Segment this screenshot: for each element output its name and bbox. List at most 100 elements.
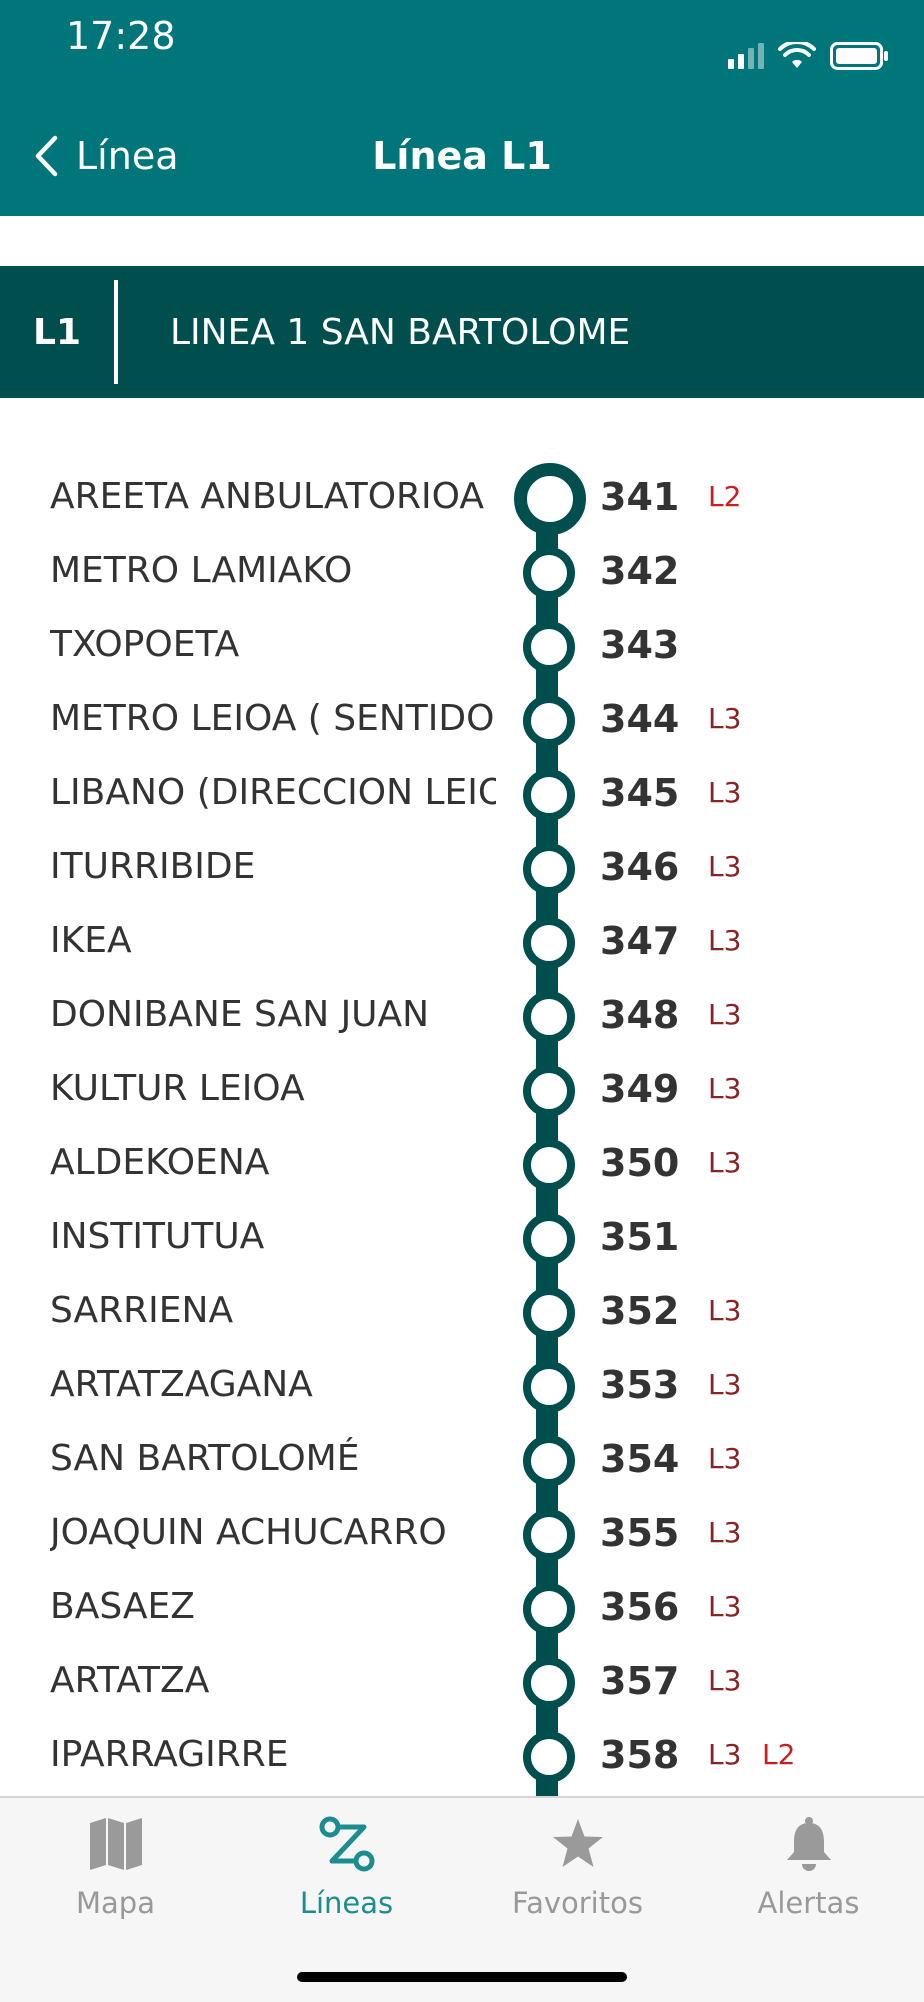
- stop-row[interactable]: ALDEKOENA 350 L3: [0, 1126, 924, 1200]
- stop-code: 348: [600, 993, 680, 1037]
- stop-marker-icon: [523, 1139, 575, 1191]
- connection-badge: L2: [762, 1738, 796, 1771]
- stop-row[interactable]: IKEA 347 L3: [0, 904, 924, 978]
- signal-icon: [728, 43, 764, 69]
- stop-row[interactable]: METRO LEIOA ( SENTIDO 344 L3: [0, 682, 924, 756]
- stop-code: 342: [600, 549, 680, 593]
- stop-name: IKEA: [50, 920, 132, 961]
- stop-marker-icon: [523, 1065, 575, 1117]
- stop-name: LIBANO (DIRECCION LEIOA: [50, 772, 496, 813]
- stop-code: 356: [600, 1585, 680, 1629]
- line-code: L1: [33, 311, 81, 353]
- stop-marker-icon: [523, 1731, 575, 1783]
- stop-marker-icon: [523, 769, 575, 821]
- tab-label: Alertas: [757, 1886, 860, 1920]
- stop-marker-icon: [523, 1435, 575, 1487]
- chevron-left-icon: [35, 135, 58, 177]
- connection-badge: L3: [708, 1442, 742, 1475]
- stop-marker-icon: [523, 1509, 575, 1561]
- stop-row[interactable]: IPARRAGIRRE 358 L3 L2: [0, 1718, 924, 1792]
- stop-code: 346: [600, 845, 680, 889]
- line-divider: [114, 280, 118, 384]
- stop-name: KULTUR LEIOA: [50, 1068, 305, 1109]
- tab-label: Favoritos: [512, 1886, 643, 1920]
- stop-marker-icon: [523, 917, 575, 969]
- status-time: 17:28: [66, 14, 176, 58]
- stop-name: METRO LEIOA ( SENTIDO: [50, 698, 495, 739]
- app-header: 17:28 Línea Línea L1: [0, 0, 924, 216]
- stop-name: DONIBANE SAN JUAN: [50, 994, 430, 1035]
- stop-row[interactable]: JOAQUIN ACHUCARRO 355 L3: [0, 1496, 924, 1570]
- stop-code: 358: [600, 1733, 680, 1777]
- connection-badge: L3: [708, 1664, 742, 1697]
- stop-row[interactable]: BASAEZ 356 L3: [0, 1570, 924, 1644]
- stop-code: 353: [600, 1363, 680, 1407]
- connection-badge: L3: [708, 924, 742, 957]
- tab-lineas[interactable]: Líneas: [231, 1812, 462, 1932]
- stop-marker-icon: [523, 1287, 575, 1339]
- route-icon: [319, 1816, 374, 1872]
- tab-mapa[interactable]: Mapa: [0, 1812, 231, 1932]
- tab-favoritos[interactable]: Favoritos: [462, 1812, 693, 1932]
- stop-row[interactable]: LIBANO (DIRECCION LEIOA 345 L3: [0, 756, 924, 830]
- tab-bar: Mapa Líneas Favoritos Alertas: [0, 1796, 924, 2002]
- stop-name: ARTATZA: [50, 1660, 210, 1701]
- battery-icon: [830, 42, 888, 70]
- back-button[interactable]: Línea: [34, 134, 178, 178]
- connection-badge: L2: [708, 480, 742, 513]
- stop-code: 345: [600, 771, 680, 815]
- stop-marker-icon: [523, 1583, 575, 1635]
- stop-row[interactable]: INSTITUTUA 351: [0, 1200, 924, 1274]
- stop-row[interactable]: ARTATZA 357 L3: [0, 1644, 924, 1718]
- star-icon: [552, 1819, 603, 1867]
- connection-badge: L3: [708, 1368, 742, 1401]
- page-title: Línea L1: [372, 134, 552, 178]
- connection-badge: L3: [708, 702, 742, 735]
- connection-badge: L3: [708, 998, 742, 1031]
- stop-name: AREETA ANBULATORIOA: [50, 476, 485, 517]
- stop-row[interactable]: TXOPOETA 343: [0, 608, 924, 682]
- line-banner: L1 LINEA 1 SAN BARTOLOME: [0, 266, 924, 398]
- stop-name: METRO LAMIAKO: [50, 550, 353, 591]
- stop-marker-icon: [523, 547, 575, 599]
- stop-name: ITURRIBIDE: [50, 846, 256, 887]
- connection-badge: L3: [708, 776, 742, 809]
- stop-row[interactable]: AREETA ANBULATORIOA 341 L2: [0, 460, 924, 535]
- connection-badge: L3: [708, 1590, 742, 1623]
- bell-icon: [786, 1817, 831, 1871]
- stop-marker-icon: [523, 843, 575, 895]
- stop-code: 351: [600, 1215, 680, 1259]
- map-icon: [89, 1818, 142, 1870]
- stop-row[interactable]: ARTATZAGANA 353 L3: [0, 1348, 924, 1422]
- stop-marker-icon: [523, 621, 575, 673]
- stop-name: ARTATZAGANA: [50, 1364, 313, 1405]
- stop-name: BASAEZ: [50, 1586, 195, 1627]
- stop-marker-icon: [523, 1657, 575, 1709]
- stop-row[interactable]: ITURRIBIDE 346 L3: [0, 830, 924, 904]
- stop-name: INSTITUTUA: [50, 1216, 265, 1257]
- stop-code: 347: [600, 919, 680, 963]
- stop-code: 349: [600, 1067, 680, 1111]
- stop-row[interactable]: METRO LAMIAKO 342: [0, 534, 924, 608]
- stop-code: 354: [600, 1437, 680, 1481]
- stop-marker-icon: [523, 1361, 575, 1413]
- stop-marker-icon: [523, 991, 575, 1043]
- connection-badge: L3: [708, 1294, 742, 1327]
- stop-row[interactable]: DONIBANE SAN JUAN 348 L3: [0, 978, 924, 1052]
- stop-row[interactable]: KULTUR LEIOA 349 L3: [0, 1052, 924, 1126]
- connection-badge: L3: [708, 1072, 742, 1105]
- status-icons: [728, 38, 888, 74]
- wifi-icon: [778, 42, 816, 68]
- stop-row[interactable]: SAN BARTOLOMÉ 354 L3: [0, 1422, 924, 1496]
- connection-badge: L3: [708, 1738, 742, 1771]
- stop-name: IPARRAGIRRE: [50, 1734, 289, 1775]
- stop-name: JOAQUIN ACHUCARRO: [50, 1512, 447, 1553]
- tab-alertas[interactable]: Alertas: [693, 1812, 924, 1932]
- stop-marker-icon: [523, 695, 575, 747]
- stop-name: SAN BARTOLOMÉ: [50, 1438, 360, 1479]
- home-indicator: [297, 1972, 627, 1982]
- stop-code: 352: [600, 1289, 680, 1333]
- stop-code: 343: [600, 623, 680, 667]
- stop-name: ALDEKOENA: [50, 1142, 270, 1183]
- stop-row[interactable]: SARRIENA 352 L3: [0, 1274, 924, 1348]
